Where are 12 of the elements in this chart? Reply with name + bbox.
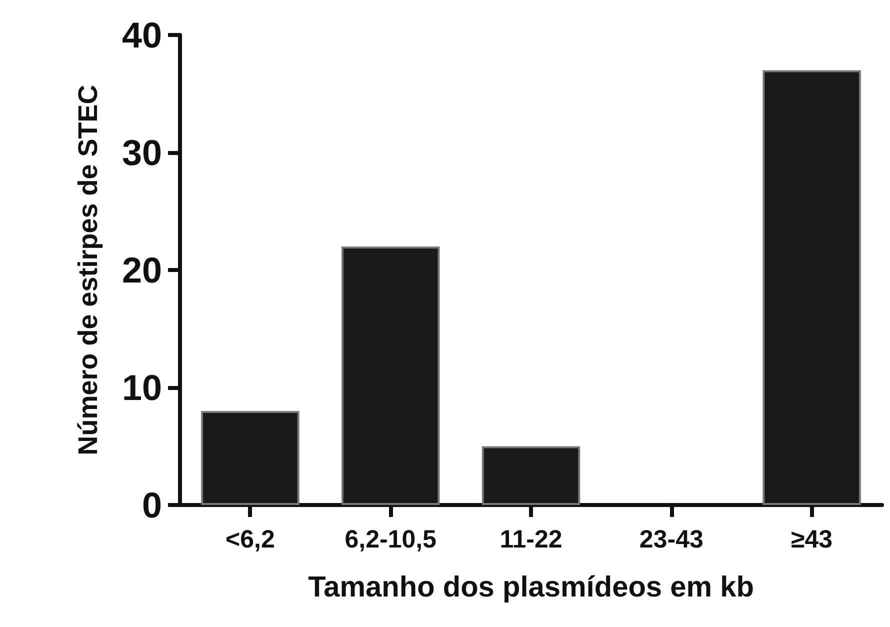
x-tick-label: ≥43	[791, 526, 833, 554]
y-tick-label: 20	[122, 250, 162, 290]
y-tick-label: 10	[122, 367, 162, 408]
x-axis-title: Tamanho dos plasmídeos em kb	[308, 572, 754, 604]
x-tick-label: <6,2	[226, 526, 275, 554]
x-tick-label: 6,2-10,5	[344, 526, 437, 554]
y-tick-label: 0	[142, 484, 162, 526]
x-tick-label: 23-43	[639, 526, 704, 554]
y-tick-label: 30	[122, 132, 162, 173]
x-tick-label: 11-22	[500, 526, 562, 554]
y-tick-label: 40	[122, 14, 162, 56]
y-axis-title: Número de estirpes de STEC	[73, 84, 103, 456]
